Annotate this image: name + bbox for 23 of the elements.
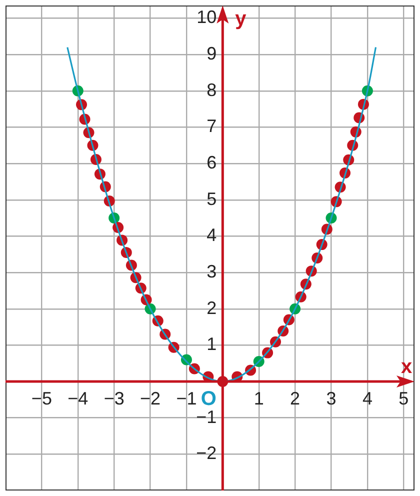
y-tick-label: 9 — [206, 44, 217, 64]
x-tick-label: −1 — [176, 388, 197, 408]
x-tick-label: 2 — [290, 388, 300, 408]
y-tick-label: 8 — [206, 80, 217, 100]
x-tick-label: −5 — [31, 388, 52, 408]
y-tick-label: 4 — [206, 225, 217, 246]
x-axis-title: x — [400, 356, 412, 378]
x-tick-label: 4 — [362, 388, 372, 408]
y-tick-label: 5 — [206, 188, 217, 209]
x-tick-label: −3 — [104, 388, 124, 408]
y-tick-label: 6 — [206, 152, 217, 172]
y-axis-title: y — [235, 8, 248, 30]
y-tick-label: −2 — [196, 443, 217, 464]
x-tick-label: 1 — [254, 388, 264, 408]
x-tick-label: −2 — [140, 388, 161, 408]
y-tick-label: 3 — [206, 261, 217, 282]
y-tick-label: 1 — [206, 334, 217, 354]
y-tick-label: 7 — [206, 116, 217, 136]
y-tick-label: 10 — [196, 7, 217, 28]
x-tick-label: 3 — [326, 388, 336, 408]
x-tick-label: 5 — [398, 388, 409, 408]
y-tick-label: 2 — [206, 298, 217, 318]
x-tick-label: −4 — [68, 388, 88, 408]
